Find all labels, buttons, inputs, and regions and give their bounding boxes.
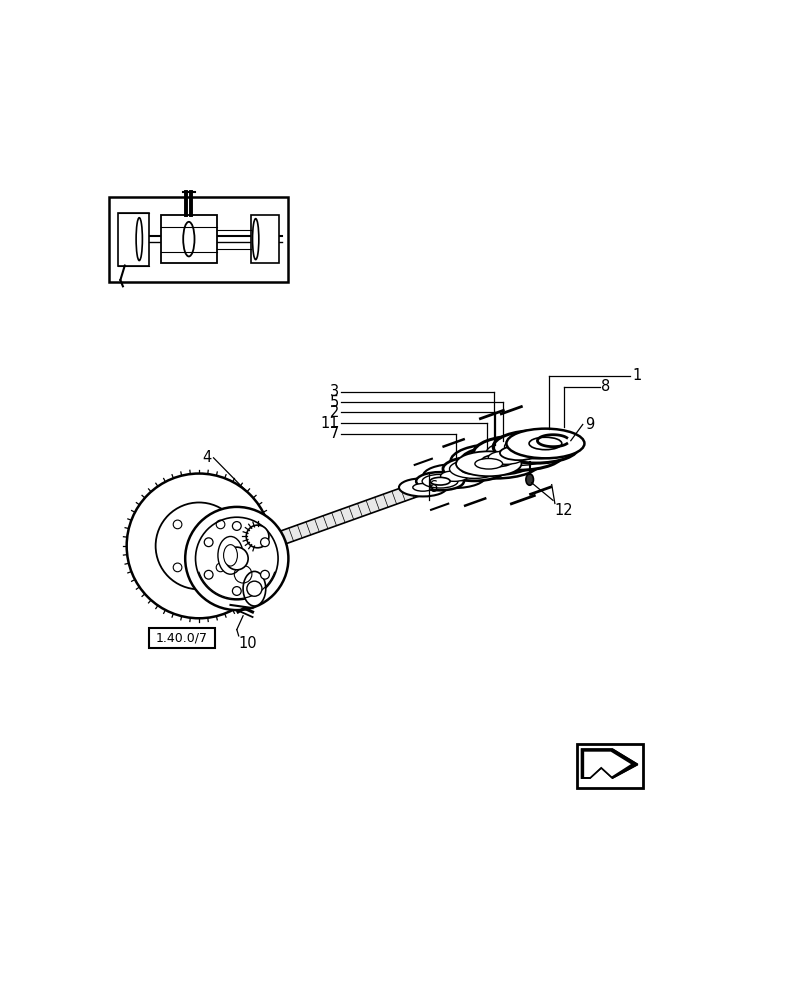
Ellipse shape <box>461 447 533 475</box>
Circle shape <box>232 522 241 530</box>
Ellipse shape <box>416 472 463 490</box>
Ellipse shape <box>449 459 499 478</box>
Ellipse shape <box>529 437 561 450</box>
Circle shape <box>225 547 248 570</box>
Ellipse shape <box>456 451 521 476</box>
Text: 2: 2 <box>329 405 339 420</box>
Ellipse shape <box>474 459 502 469</box>
Polygon shape <box>583 752 630 777</box>
Ellipse shape <box>486 441 551 465</box>
Ellipse shape <box>500 446 537 460</box>
Bar <box>109 197 288 282</box>
Bar <box>118 213 148 266</box>
Ellipse shape <box>492 431 578 463</box>
Ellipse shape <box>476 454 514 468</box>
Bar <box>576 744 642 788</box>
Text: 3: 3 <box>330 384 339 399</box>
Circle shape <box>127 474 271 618</box>
Ellipse shape <box>460 464 487 474</box>
Text: 7: 7 <box>329 426 339 441</box>
Ellipse shape <box>430 477 449 485</box>
Ellipse shape <box>422 474 457 488</box>
Circle shape <box>260 570 269 579</box>
Ellipse shape <box>412 484 432 491</box>
Ellipse shape <box>398 478 446 496</box>
Text: 6: 6 <box>429 480 438 495</box>
Ellipse shape <box>423 464 485 488</box>
Text: 1.40.0/7: 1.40.0/7 <box>156 632 208 645</box>
Ellipse shape <box>223 545 237 566</box>
Ellipse shape <box>498 447 533 461</box>
Bar <box>251 215 279 263</box>
Text: 9: 9 <box>584 417 593 432</box>
Circle shape <box>260 538 269 547</box>
Ellipse shape <box>487 451 523 464</box>
Circle shape <box>247 581 262 596</box>
Ellipse shape <box>440 471 468 481</box>
Circle shape <box>204 538 212 547</box>
Bar <box>161 215 217 263</box>
Ellipse shape <box>473 436 564 470</box>
Text: 8: 8 <box>600 379 609 394</box>
Ellipse shape <box>443 457 505 481</box>
Ellipse shape <box>481 455 513 467</box>
Circle shape <box>246 525 268 548</box>
Text: 10: 10 <box>238 636 257 651</box>
Ellipse shape <box>217 536 242 574</box>
Polygon shape <box>265 434 556 549</box>
Text: 11: 11 <box>320 416 339 431</box>
Ellipse shape <box>242 571 265 606</box>
Ellipse shape <box>517 440 553 454</box>
Text: 1: 1 <box>632 368 641 383</box>
Ellipse shape <box>506 429 584 458</box>
Text: 4: 4 <box>202 450 212 465</box>
Ellipse shape <box>473 438 558 470</box>
Bar <box>148 628 215 648</box>
Ellipse shape <box>504 435 567 459</box>
Circle shape <box>185 507 288 610</box>
Text: 12: 12 <box>554 503 573 518</box>
Ellipse shape <box>450 444 541 478</box>
Text: 5: 5 <box>330 395 339 410</box>
Ellipse shape <box>526 474 533 485</box>
Circle shape <box>204 570 212 579</box>
Circle shape <box>156 502 242 589</box>
Circle shape <box>232 587 241 595</box>
Ellipse shape <box>469 444 542 471</box>
Polygon shape <box>581 749 637 778</box>
Circle shape <box>195 517 277 600</box>
